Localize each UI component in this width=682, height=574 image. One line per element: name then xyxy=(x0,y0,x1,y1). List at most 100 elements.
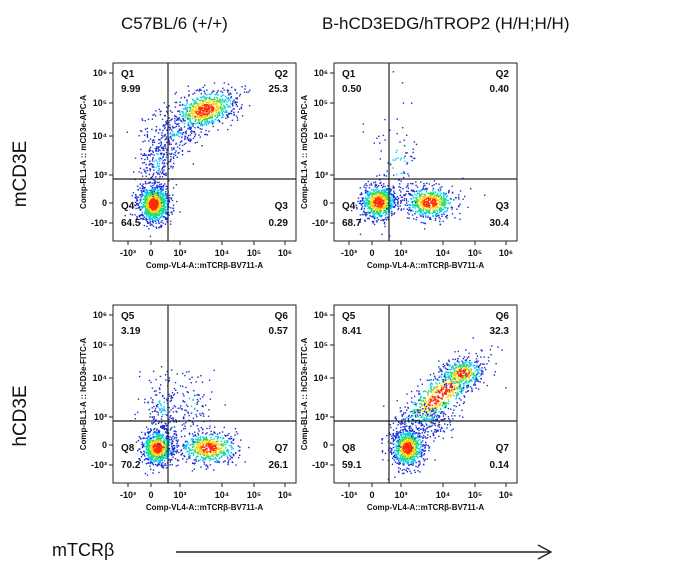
x-tick-label: 10⁴ xyxy=(215,248,229,258)
quadrant-name: Q8 xyxy=(121,443,135,454)
quadrant-name: Q5 xyxy=(342,311,356,322)
x-tick-label: 10⁵ xyxy=(247,248,261,258)
plot-frame xyxy=(333,62,518,242)
x-tick-label: 10³ xyxy=(173,248,186,258)
x-tick-label: 10⁶ xyxy=(278,248,292,258)
plot-frame xyxy=(112,62,297,242)
quadrant-name: Q3 xyxy=(275,201,289,212)
y-tick-label: 0 xyxy=(102,198,107,208)
x-tick-label: 0 xyxy=(369,248,374,258)
quadrant-name: Q4 xyxy=(342,201,356,212)
quadrant-percentage: 64.5 xyxy=(121,218,141,229)
quadrant-name: Q1 xyxy=(121,69,135,80)
y-tick-label: 0 xyxy=(102,440,107,450)
y-tick-label: 10⁶ xyxy=(93,68,107,78)
quadrant-percentage: 3.19 xyxy=(121,326,141,337)
footer-axis-label: mTCRβ xyxy=(52,540,115,560)
quadrant-name: Q6 xyxy=(275,311,289,322)
quadrant-name: Q7 xyxy=(496,443,510,454)
quadrant-percentage: 8.41 xyxy=(342,326,362,337)
x-axis-label: Comp-VL4-A::mTCRβ-BV711-A xyxy=(146,503,264,512)
density-dots xyxy=(351,71,486,237)
flow-plot-2: Q1 0.50 Q2 0.40 Q3 30.4 Q4 68.7 -10³ 0 10³ 10⁴ 10⁵ 10… xyxy=(300,62,518,270)
x-tick-label: 10³ xyxy=(394,248,407,258)
y-tick-label: 10⁴ xyxy=(314,131,328,141)
quadrant-percentage: 0.40 xyxy=(490,84,510,95)
y-axis-label: Comp-RL1-A :: mCD3e-APC-A xyxy=(300,95,309,209)
quadrant-percentage: 25.3 xyxy=(269,84,289,95)
x-axis-label: Comp-VL4-A::mTCRβ-BV711-A xyxy=(146,261,264,270)
quadrant-percentage: 59.1 xyxy=(342,460,362,471)
quadrant-percentage: 0.14 xyxy=(490,460,510,471)
column-title-humanized: B-hCD3EDG/hTROP2 (H/H;H/H) xyxy=(322,14,570,33)
y-tick-label: 10⁵ xyxy=(314,340,328,350)
quadrant-percentage: 0.57 xyxy=(269,326,289,337)
x-tick-label: 10⁴ xyxy=(436,248,450,258)
column-title-wildtype: C57BL/6 (+/+) xyxy=(121,14,228,33)
y-tick-label: 10⁴ xyxy=(93,131,107,141)
x-axis-label: Comp-VL4-A::mTCRβ-BV711-A xyxy=(367,261,485,270)
x-tick-label: 0 xyxy=(148,248,153,258)
x-tick-label: -10³ xyxy=(120,490,136,500)
x-tick-label: 0 xyxy=(148,490,153,500)
quadrant-name: Q5 xyxy=(121,311,135,322)
x-tick-label: 10⁵ xyxy=(468,490,482,500)
density-dots xyxy=(124,82,251,238)
y-tick-label: 10⁵ xyxy=(93,340,107,350)
y-tick-label: 10³ xyxy=(94,412,107,422)
x-tick-label: 10⁶ xyxy=(499,248,513,258)
x-tick-label: 10⁴ xyxy=(436,490,450,500)
quadrant-name: Q7 xyxy=(275,443,289,454)
quadrant-name: Q2 xyxy=(275,69,289,80)
flow-plot-1: Q1 9.99 Q2 25.3 Q3 0.29 Q4 64.5 -10³ 0 10³ 10⁴ 10⁵ 10… xyxy=(79,62,297,270)
x-axis-label: Comp-VL4-A::mTCRβ-BV711-A xyxy=(367,503,485,512)
y-tick-label: 10⁴ xyxy=(93,373,107,383)
x-tick-label: 0 xyxy=(369,490,374,500)
quadrant-percentage: 32.3 xyxy=(490,326,510,337)
density-dots xyxy=(129,366,250,476)
x-tick-label: -10³ xyxy=(341,490,357,500)
x-tick-label: 10⁶ xyxy=(278,490,292,500)
x-tick-label: 10⁶ xyxy=(499,490,513,500)
quadrant-percentage: 0.29 xyxy=(269,218,289,229)
y-tick-label: -10³ xyxy=(91,460,107,470)
y-tick-label: 10⁶ xyxy=(314,310,328,320)
y-axis-label: Comp-BL1-A :: hCD3e-FITC-A xyxy=(79,337,88,450)
quadrant-name: Q2 xyxy=(496,69,510,80)
y-tick-label: 10⁵ xyxy=(93,98,107,108)
y-tick-label: 10³ xyxy=(94,170,107,180)
plot-frame xyxy=(112,304,297,484)
y-tick-label: -10³ xyxy=(312,218,328,228)
x-tick-label: -10³ xyxy=(120,248,136,258)
x-tick-label: 10³ xyxy=(394,490,407,500)
y-tick-label: 10³ xyxy=(315,170,328,180)
flow-plot-4: Q5 8.41 Q6 32.3 Q7 0.14 Q8 59.1 -10³ 0 10³ 10⁴ 10⁵ 10… xyxy=(300,304,518,512)
y-tick-label: 10⁴ xyxy=(314,373,328,383)
density-dots xyxy=(381,337,507,480)
quadrant-percentage: 9.99 xyxy=(121,84,141,95)
plot-frame xyxy=(333,304,518,484)
y-tick-label: -10³ xyxy=(312,460,328,470)
quadrant-name: Q8 xyxy=(342,443,356,454)
y-tick-label: 0 xyxy=(323,198,328,208)
quadrant-percentage: 70.2 xyxy=(121,460,141,471)
quadrant-percentage: 0.50 xyxy=(342,84,362,95)
quadrant-name: Q3 xyxy=(496,201,510,212)
quadrant-percentage: 68.7 xyxy=(342,218,362,229)
x-tick-label: 10⁵ xyxy=(468,248,482,258)
quadrant-name: Q4 xyxy=(121,201,135,212)
x-tick-label: 10⁴ xyxy=(215,490,229,500)
quadrant-name: Q6 xyxy=(496,311,510,322)
y-axis-label: Comp-RL1-A :: mCD3e-APC-A xyxy=(79,95,88,209)
quadrant-name: Q1 xyxy=(342,69,356,80)
y-tick-label: -10³ xyxy=(91,218,107,228)
row-title-mcd3e: mCD3E xyxy=(10,140,31,208)
x-tick-label: 10⁵ xyxy=(247,490,261,500)
row-title-hcd3e: hCD3E xyxy=(10,385,31,447)
y-tick-label: 10³ xyxy=(315,412,328,422)
quadrant-percentage: 30.4 xyxy=(490,218,510,229)
x-tick-label: 10³ xyxy=(173,490,186,500)
y-tick-label: 10⁶ xyxy=(314,68,328,78)
footer-arrow-icon xyxy=(176,544,553,560)
y-tick-label: 0 xyxy=(323,440,328,450)
